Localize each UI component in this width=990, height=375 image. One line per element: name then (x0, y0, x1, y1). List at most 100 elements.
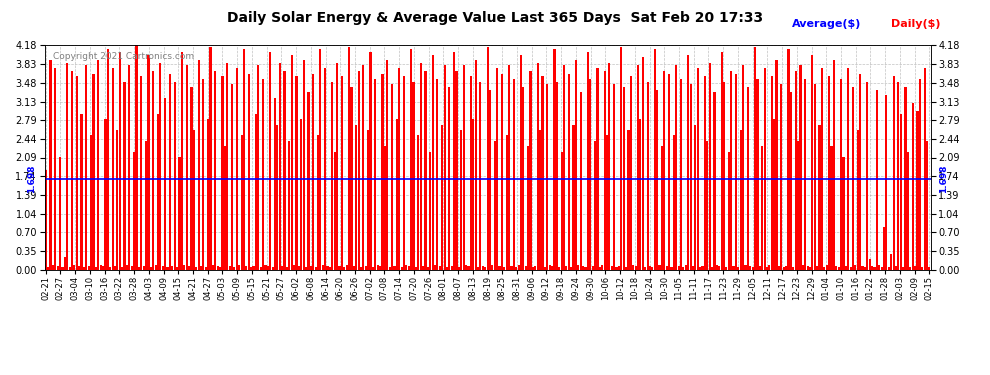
Bar (185, 66, 188, 270)
Bar (183, 265, 185, 270)
Bar (92, 74, 95, 270)
Text: Daily Solar Energy & Average Value Last 365 Days  Sat Feb 20 17:33: Daily Solar Energy & Average Value Last … (227, 11, 763, 25)
Bar (548, 265, 550, 270)
Bar (508, 66, 510, 270)
Bar (909, 267, 912, 270)
Bar (828, 76, 831, 270)
Bar (849, 267, 851, 270)
Bar (121, 267, 123, 270)
Bar (766, 267, 768, 270)
Bar (217, 266, 219, 270)
Bar (430, 152, 432, 270)
Bar (200, 266, 202, 270)
Bar (109, 267, 111, 270)
Bar (546, 84, 548, 270)
Bar (389, 267, 391, 270)
Bar (682, 267, 684, 270)
Bar (352, 266, 354, 270)
Bar (496, 68, 498, 270)
Bar (628, 130, 630, 270)
Bar (391, 84, 393, 270)
Bar (900, 114, 902, 270)
Bar (611, 266, 613, 270)
Bar (783, 267, 785, 270)
Bar (677, 266, 680, 270)
Bar (821, 68, 823, 270)
Bar (298, 266, 300, 270)
Bar (457, 267, 460, 270)
Bar (408, 266, 410, 270)
Bar (787, 49, 790, 270)
Bar (161, 266, 163, 270)
Bar (730, 71, 733, 270)
Bar (334, 152, 336, 270)
Bar (592, 266, 594, 270)
Bar (621, 46, 623, 270)
Bar (344, 267, 346, 270)
Bar (288, 141, 290, 270)
Bar (515, 267, 518, 270)
Bar (861, 266, 863, 270)
Bar (88, 266, 90, 270)
Bar (709, 63, 711, 270)
Bar (694, 124, 696, 270)
Bar (271, 267, 273, 270)
Bar (625, 267, 628, 270)
Bar (840, 79, 842, 270)
Bar (374, 79, 376, 270)
Bar (661, 146, 663, 270)
Bar (816, 266, 818, 270)
Bar (596, 68, 599, 270)
Bar (434, 265, 437, 270)
Bar (826, 265, 828, 270)
Bar (579, 92, 582, 270)
Bar (143, 266, 145, 270)
Bar (613, 84, 615, 270)
Bar (114, 266, 116, 270)
Bar (283, 71, 286, 270)
Bar (740, 130, 742, 270)
Bar (640, 119, 642, 270)
Bar (173, 82, 176, 270)
Bar (723, 82, 725, 270)
Bar (141, 76, 143, 270)
Bar (785, 266, 787, 270)
Bar (166, 267, 168, 270)
Bar (229, 266, 231, 270)
Bar (83, 267, 85, 270)
Bar (324, 68, 327, 270)
Bar (281, 266, 283, 270)
Bar (567, 74, 570, 270)
Bar (797, 141, 799, 270)
Bar (148, 55, 149, 270)
Bar (572, 124, 574, 270)
Bar (606, 135, 608, 270)
Bar (523, 87, 525, 270)
Bar (219, 267, 221, 270)
Bar (847, 68, 849, 270)
Bar (651, 267, 653, 270)
Bar (193, 130, 195, 270)
Bar (809, 267, 811, 270)
Bar (525, 266, 527, 270)
Bar (107, 49, 109, 270)
Bar (339, 266, 341, 270)
Bar (474, 60, 477, 270)
Bar (873, 267, 875, 270)
Bar (718, 266, 721, 270)
Bar (357, 71, 359, 270)
Bar (250, 267, 252, 270)
Bar (112, 68, 114, 270)
Bar (176, 267, 178, 270)
Bar (462, 66, 464, 270)
Bar (369, 52, 371, 270)
Bar (699, 267, 701, 270)
Bar (315, 267, 317, 270)
Bar (362, 66, 364, 270)
Bar (754, 46, 756, 270)
Bar (738, 267, 740, 270)
Bar (403, 76, 405, 270)
Bar (427, 267, 429, 270)
Bar (367, 130, 369, 270)
Bar (188, 266, 190, 270)
